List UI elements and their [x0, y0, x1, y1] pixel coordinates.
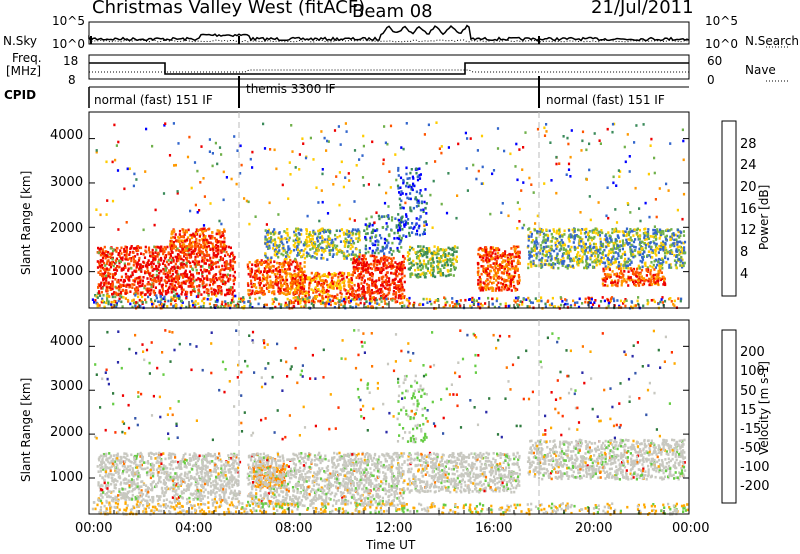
x-tick-2400: 00:00 — [672, 521, 710, 536]
velocity-cb-tick-50: 50 — [740, 384, 757, 399]
frequency-series — [89, 62, 689, 75]
freq-tick-low: 8 — [68, 73, 76, 87]
power-cb-tick-24: 24 — [740, 158, 757, 173]
power-cb-tick-4: 4 — [740, 267, 749, 282]
velocity-y-tick-1000: 1000 — [50, 470, 84, 485]
x-tick-0000: 00:00 — [75, 521, 113, 536]
power-y-tick-2000: 2000 — [50, 221, 84, 236]
power-y-axis-label: Slant Range [km] — [19, 170, 33, 275]
n-sky-tick-high: 10^5 — [52, 14, 85, 28]
n-sky-series — [88, 24, 690, 42]
velocity-cb-tick-neg100: -100 — [740, 460, 770, 475]
velocity-cb-tick-neg50: -50 — [740, 441, 762, 456]
x-tick-1600: 16:00 — [475, 521, 513, 536]
power-echo-blue-column — [364, 214, 404, 256]
power-y-tick-4000: 4000 — [50, 128, 84, 143]
beam-label: Beam 08 — [352, 1, 433, 22]
power-echo-morning — [96, 245, 237, 297]
freq-label: Freq. — [12, 51, 42, 65]
power-echo-green-band-2 — [406, 245, 459, 279]
velocity-cb-tick-neg200: -200 — [740, 479, 770, 494]
freq-tick-high: 18 — [63, 54, 79, 68]
n-search-tick-low: 10^0 — [705, 37, 738, 51]
power-colorbar-frame — [721, 120, 737, 297]
cpid-label: CPID — [4, 88, 37, 102]
power-cb-tick-20: 20 — [740, 180, 757, 195]
x-tick-0800: 08:00 — [275, 521, 313, 536]
velocity-echo-afternoon — [406, 451, 521, 494]
velocity-cb-tick-200: 200 — [740, 345, 765, 360]
velocity-y-tick-4000: 4000 — [50, 334, 84, 349]
power-echo-0700 — [246, 258, 307, 297]
freq-unit-label: [MHz] — [6, 64, 42, 78]
nave-tick-high: 60 — [707, 54, 723, 68]
power-echo-1100 — [351, 254, 406, 301]
x-tick-0400: 04:00 — [175, 521, 213, 536]
power-cb-tick-28: 28 — [740, 137, 757, 152]
n-sky-tick-low: 10^0 — [52, 37, 85, 51]
x-tick-2000: 20:00 — [575, 521, 613, 536]
n-search-label: N.Search — [745, 34, 800, 48]
n-search-tick-high: 10^5 — [705, 14, 738, 28]
cpid-segment-3: normal (fast) 151 IF — [546, 93, 665, 107]
velocity-y-tick-3000: 3000 — [50, 379, 84, 394]
nave-label: Nave — [745, 63, 776, 77]
power-y-tick-3000: 3000 — [50, 175, 84, 190]
velocity-y-axis-label: Slant Range [km] — [19, 377, 33, 482]
freq-panel-frame — [88, 54, 690, 80]
power-cb-tick-12: 12 — [740, 223, 757, 238]
velocity-colorbar-label: Velocity [m s-1] — [757, 361, 771, 455]
power-echo-sparse — [95, 121, 686, 234]
nave-series — [89, 69, 689, 73]
n-search-series — [88, 39, 690, 43]
cpid-segment-2: themis 3300 IF — [246, 82, 336, 96]
velocity-echo-plume — [396, 373, 428, 444]
velocity-y-tick-2000: 2000 — [50, 425, 84, 440]
power-echo-2130 — [601, 267, 667, 288]
velocity-echo-morning — [96, 451, 242, 503]
velocity-colorbar-frame — [721, 329, 737, 504]
x-tick-1200: 12:00 — [375, 521, 413, 536]
power-echo-1600 — [476, 245, 521, 292]
power-colorbar-label: Power [dB] — [757, 184, 771, 250]
power-cb-tick-16: 16 — [740, 202, 757, 217]
power-echo-plume — [396, 166, 428, 238]
n-sky-label: N.Sky — [3, 34, 38, 48]
station-title: Christmas Valley West (fitACF) — [92, 0, 366, 18]
nave-tick-low: 0 — [707, 73, 715, 87]
power-echo-near-range-b — [239, 296, 683, 310]
x-axis-label: Time UT — [366, 538, 416, 552]
power-cb-tick-8: 8 — [740, 245, 749, 260]
cpid-segment-1: normal (fast) 151 IF — [94, 93, 213, 107]
noise-panel-frame — [88, 21, 690, 45]
velocity-echo-evening — [526, 438, 687, 481]
velocity-cb-tick-15: 15 — [740, 403, 757, 418]
velocity-cb-tick-100: 100 — [740, 364, 765, 379]
velocity-cb-tick-neg15: -15 — [740, 422, 762, 437]
power-y-tick-1000: 1000 — [50, 264, 84, 279]
velocity-echo-sparse — [94, 329, 676, 442]
power-echo-evening-band — [526, 227, 687, 270]
date-label: 21/Jul/2011 — [591, 0, 694, 18]
velocity-echo-midday — [246, 451, 406, 507]
power-echo-green-band-1 — [264, 227, 361, 261]
power-echo-morning-upper — [169, 227, 227, 252]
